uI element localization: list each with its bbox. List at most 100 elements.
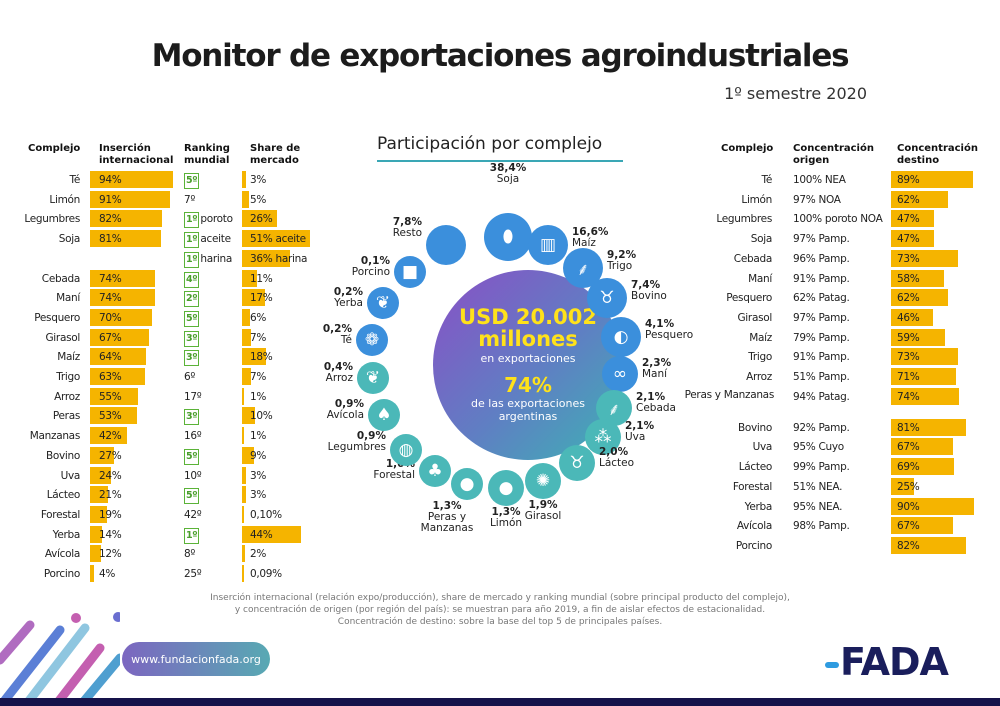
- destino-label: 67%: [897, 441, 920, 454]
- row-complejo: Limón: [49, 193, 80, 206]
- origen-label: 95% NEA.: [793, 500, 843, 513]
- origen-label: 97% NOA: [793, 193, 841, 206]
- tea-leaf-icon: ❁: [356, 324, 388, 356]
- insercion-bar: [90, 486, 109, 504]
- slice-label: 4,1% Pesquero: [645, 319, 693, 341]
- insercion-label: 94%: [99, 174, 122, 186]
- ranking-cell: 1º poroto: [184, 211, 233, 229]
- row-complejo: Avícola: [736, 520, 772, 533]
- slice-percent: 1,3%: [432, 500, 462, 512]
- destino-label: 73%: [897, 351, 920, 364]
- share-label: 7%: [250, 371, 267, 383]
- destino-label: 46%: [897, 311, 920, 324]
- destino-label: 62%: [897, 292, 920, 305]
- participation-title: Participación por complejo: [377, 134, 603, 154]
- insercion-label: 53%: [99, 410, 122, 423]
- total-caption: en exportaciones: [480, 352, 576, 365]
- row-complejo: Uva: [60, 469, 81, 482]
- origen-label: 94% Patag.: [793, 390, 850, 403]
- slice-percent: 2,1%: [636, 391, 666, 403]
- share-bar: [242, 505, 244, 523]
- right-header-origen: Concentración origen: [793, 143, 874, 166]
- share-bar: [242, 269, 257, 287]
- insercion-label: 81%: [99, 233, 122, 246]
- slice-label: 1,9% Girasol: [498, 500, 588, 522]
- slice-percent: 0,9%: [356, 430, 386, 442]
- slice-label: 0,2% Té: [252, 324, 352, 346]
- ranking-cell: 17º: [184, 389, 202, 405]
- ranking-value: 16º: [184, 430, 202, 443]
- destino-label: 81%: [897, 421, 920, 434]
- total-amount: USD 20.002: [459, 305, 597, 329]
- slice-name: Yerba: [334, 297, 363, 309]
- slice-name: Cebada: [636, 402, 676, 414]
- row-complejo: Trigo: [748, 351, 772, 364]
- destino-bar: [891, 387, 960, 405]
- slice-name: Té: [340, 334, 352, 346]
- share-bar: [242, 308, 250, 326]
- ranking-cell: 2º: [184, 290, 200, 308]
- row-complejo: Cebada: [41, 272, 81, 285]
- footnote-line-3: Concentración de destino: sobre la base …: [337, 617, 663, 627]
- row-complejo: Bovino: [737, 421, 772, 434]
- logo-text: FADA: [840, 640, 949, 684]
- share-label: 51% aceite: [250, 233, 306, 246]
- row-complejo: Manzanas: [29, 430, 81, 443]
- footnote-line-2: y concentración de origen (por región de…: [234, 605, 766, 615]
- share-label: 3%: [250, 489, 267, 502]
- row-complejo: Pesquero: [726, 292, 772, 305]
- insercion-bar: [90, 230, 162, 248]
- share-bar: [242, 525, 301, 543]
- row-complejo: Cebada: [733, 252, 773, 265]
- slice-name: Maní: [642, 368, 668, 380]
- ranking-note: harina: [200, 252, 232, 265]
- destino-label: 47%: [897, 213, 920, 226]
- website-link[interactable]: www.fundacionfada.org: [122, 642, 270, 676]
- insercion-label: 55%: [99, 390, 122, 403]
- slice-label: 0,1% Porcino: [290, 256, 390, 278]
- ranking-value: 1º: [184, 212, 200, 229]
- row-complejo: Arroz: [54, 390, 80, 403]
- row-complejo: Girasol: [737, 311, 772, 324]
- origen-label: 51% Pamp.: [793, 371, 850, 383]
- peanut-icon: ∞: [602, 356, 638, 392]
- share-bar: [242, 210, 277, 228]
- ranking-value: 3º: [184, 330, 200, 347]
- insercion-label: 63%: [99, 371, 122, 383]
- share-bar: [242, 545, 245, 563]
- right-header-destino: Concentración destino: [897, 143, 978, 166]
- row-complejo: Lácteo: [738, 461, 773, 474]
- share-label: 2%: [250, 548, 267, 561]
- row-complejo: Avícola: [44, 548, 80, 561]
- row-complejo: Maní: [748, 272, 772, 285]
- insercion-bar: [90, 565, 94, 582]
- slice-percent: 7,4%: [631, 279, 661, 291]
- slice-name: Avícola: [326, 409, 364, 421]
- share-label: 11%: [250, 272, 273, 285]
- sunflower-icon: ✺: [525, 463, 561, 499]
- insercion-bar: [90, 190, 171, 208]
- corn-icon: ▥: [528, 225, 568, 265]
- slice-label: 0,4% Arroz: [253, 362, 353, 384]
- ranking-value: 7º: [184, 193, 196, 206]
- insercion-label: 19%: [99, 508, 122, 521]
- ranking-cell: 6º: [184, 369, 195, 385]
- insercion-bar: [90, 171, 173, 188]
- slice-label: 2,3% Maní: [642, 358, 671, 380]
- destino-bar: [891, 171, 973, 188]
- destino-bar: [891, 308, 934, 326]
- slice-label: 0,2% Yerba: [263, 287, 363, 309]
- total-unit: millones: [478, 327, 578, 351]
- share-bar: [242, 407, 256, 425]
- destino-label: 25%: [897, 480, 920, 493]
- fish-icon: ◐: [601, 317, 641, 357]
- destino-label: 59%: [897, 331, 920, 344]
- destino-bar: [891, 418, 966, 436]
- origen-label: 97% Pamp.: [793, 233, 850, 246]
- destino-label: 73%: [897, 252, 920, 265]
- slice-name: Trigo: [607, 260, 633, 272]
- left-header-share: Share de mercado: [250, 143, 301, 166]
- share-bar: [242, 348, 266, 366]
- dairy-cow-icon: ♉: [559, 445, 595, 481]
- ranking-value: 1º: [184, 527, 200, 544]
